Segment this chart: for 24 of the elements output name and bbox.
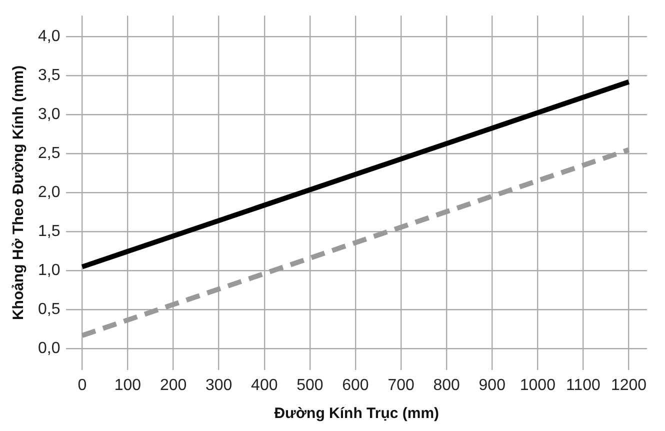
x-axis-title: Đường Kính Trục (mm) xyxy=(274,405,440,422)
x-tick-label: 900 xyxy=(478,376,506,394)
x-tick-label: 600 xyxy=(342,376,369,394)
y-axis-title: Khoảng Hở Theo Đường Kính (mm) xyxy=(10,65,28,320)
y-tick-label: 2,0 xyxy=(38,184,60,202)
x-tick-label: 700 xyxy=(388,376,414,394)
x-tick-label: 300 xyxy=(205,376,232,394)
x-tick-label: 200 xyxy=(160,376,187,394)
x-tick-label: 500 xyxy=(296,376,324,394)
y-tick-label: 4,0 xyxy=(38,28,60,46)
x-tick-label: 800 xyxy=(433,376,460,394)
x-tick-label: 0 xyxy=(78,376,87,394)
y-tick-label: 1,5 xyxy=(38,223,60,240)
y-tick-label: 3,0 xyxy=(38,106,60,124)
y-tick-label: 3,5 xyxy=(38,67,60,84)
y-tick-label: 0,5 xyxy=(38,301,60,318)
x-tick-label: 1100 xyxy=(566,376,601,394)
x-tick-label: 1000 xyxy=(520,376,556,394)
y-tick-label: 0,0 xyxy=(38,340,60,358)
x-tick-label: 400 xyxy=(251,376,278,394)
y-tick-label: 2,5 xyxy=(38,145,60,162)
x-tick-label: 1200 xyxy=(610,376,647,394)
x-tick-label: 100 xyxy=(114,376,142,394)
y-tick-label: 1,0 xyxy=(38,262,60,280)
